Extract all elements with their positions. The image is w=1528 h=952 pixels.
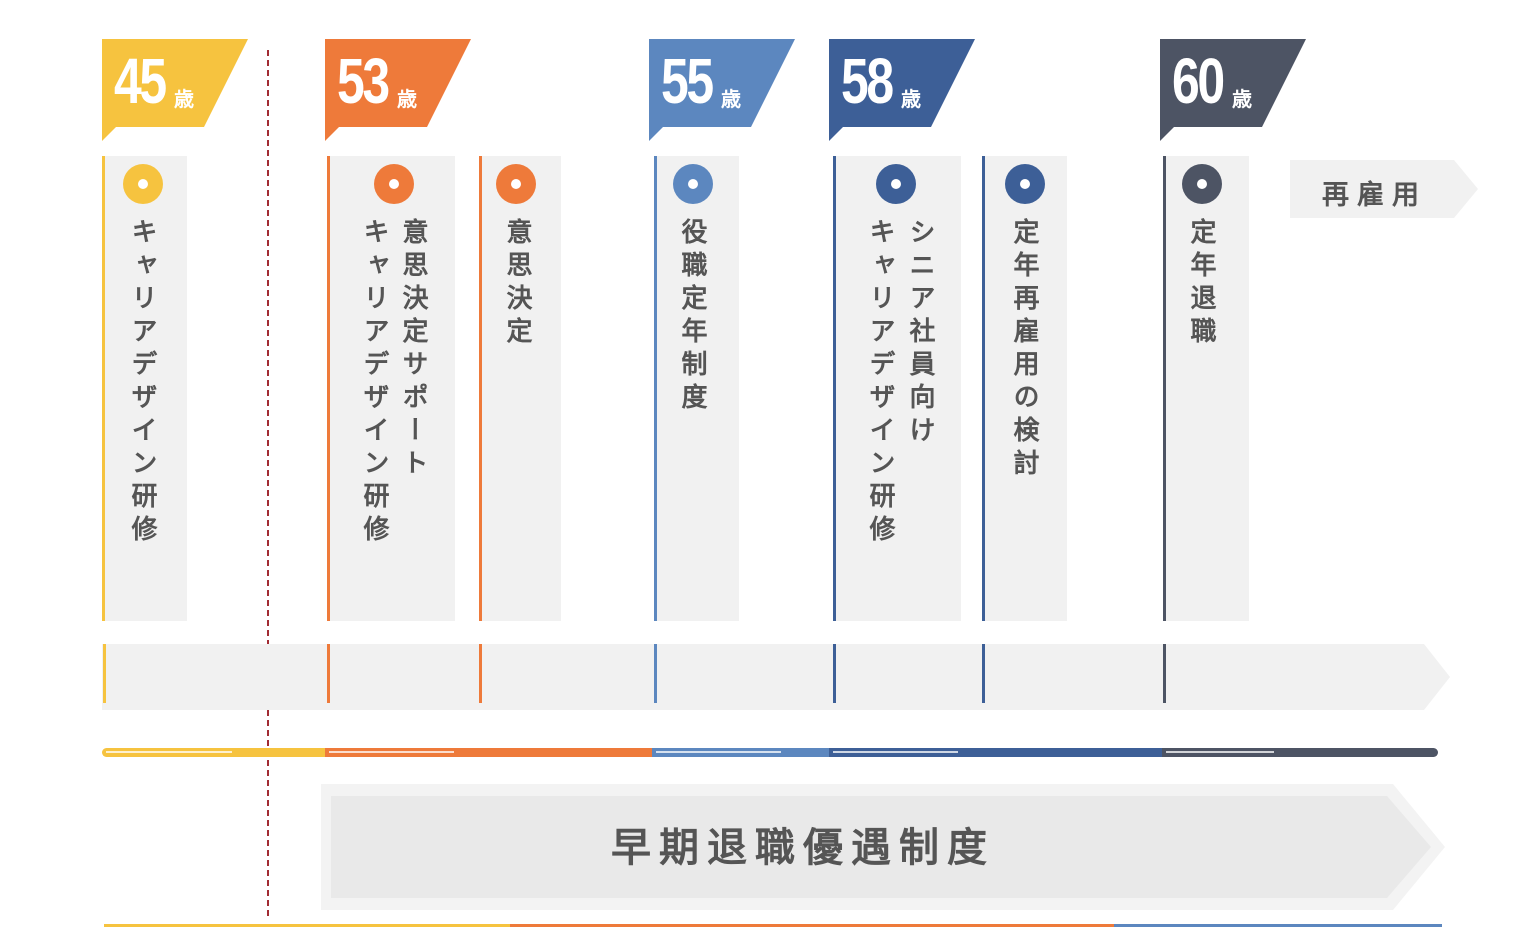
- age-number: 58: [841, 45, 894, 117]
- age-number: 53: [337, 45, 390, 117]
- age-unit: 歳: [1232, 87, 1252, 111]
- dashed-marker-line: [267, 50, 269, 916]
- timeline-segment-58: [829, 748, 1165, 757]
- timeline-segment-55: [652, 748, 832, 757]
- event-label: 役職定年制度: [677, 218, 707, 416]
- age-flag-55: 55 歳: [649, 39, 795, 141]
- event-label: 定年再雇用の検討: [1009, 218, 1039, 482]
- age-flag-58: 58 歳: [829, 39, 975, 141]
- event-card-senior-career-training: シニア社員向け キャリアデザイン研修: [833, 156, 961, 621]
- band-tick-58: [833, 644, 836, 703]
- age-unit: 歳: [721, 87, 741, 111]
- event-card-mandatory-retirement: 定年退職: [1163, 156, 1249, 621]
- event-marker-icon: [876, 164, 916, 204]
- event-marker-icon: [1005, 164, 1045, 204]
- event-label-line-1: 意思決定サポート: [398, 218, 428, 482]
- timeline-band-arrow: [102, 644, 1450, 710]
- age-unit: 歳: [901, 87, 921, 111]
- band-tick-60: [1163, 644, 1166, 703]
- event-marker-icon: [123, 164, 163, 204]
- event-label-line-1: シニア社員向け: [905, 218, 935, 449]
- event-card-rehire-consideration: 定年再雇用の検討: [982, 156, 1067, 621]
- age-unit: 歳: [397, 87, 417, 111]
- event-label-line-2: キャリアデザイン研修: [359, 218, 389, 548]
- event-label: 意思決定: [502, 218, 532, 350]
- band-tick-45: [103, 644, 106, 703]
- event-label: キャリアデザイン研修: [127, 218, 157, 548]
- event-marker-icon: [496, 164, 536, 204]
- early-retirement-arrow: [321, 784, 1445, 910]
- event-card-post-retirement-system: 役職定年制度: [654, 156, 739, 621]
- bottom-line-yellow: [104, 924, 510, 927]
- event-card-decision-support: 意思決定サポート キャリアデザイン研修: [327, 156, 455, 621]
- band-tick-58b: [982, 644, 985, 703]
- age-flag-45: 45 歳: [102, 39, 248, 141]
- age-flag-60: 60 歳: [1160, 39, 1306, 141]
- age-unit: 歳: [174, 87, 194, 111]
- rehire-arrow-tag: [1290, 160, 1478, 218]
- early-retirement-label: 早期退職優遇制度: [611, 825, 995, 871]
- event-marker-icon: [673, 164, 713, 204]
- band-tick-53: [327, 644, 330, 703]
- band-tick-55: [654, 644, 657, 703]
- age-number: 45: [114, 45, 167, 117]
- age-flag-53: 53 歳: [325, 39, 471, 141]
- age-number: 60: [1172, 45, 1225, 117]
- event-card-decision: 意思決定: [479, 156, 561, 621]
- event-marker-icon: [1182, 164, 1222, 204]
- timeline-segment-45: [102, 748, 328, 757]
- age-number: 55: [661, 45, 714, 117]
- event-label: 定年退職: [1186, 218, 1216, 350]
- event-label-line-2: キャリアデザイン研修: [865, 218, 895, 548]
- event-marker-icon: [374, 164, 414, 204]
- bottom-line-blue: [1114, 924, 1442, 927]
- event-card-career-design-training: キャリアデザイン研修: [102, 156, 187, 621]
- rehire-label: 再雇用: [1322, 180, 1427, 211]
- timeline-segment-60: [1162, 748, 1438, 757]
- timeline-segment-53: [325, 748, 655, 757]
- band-tick-53b: [479, 644, 482, 703]
- bottom-line-orange: [510, 924, 1114, 927]
